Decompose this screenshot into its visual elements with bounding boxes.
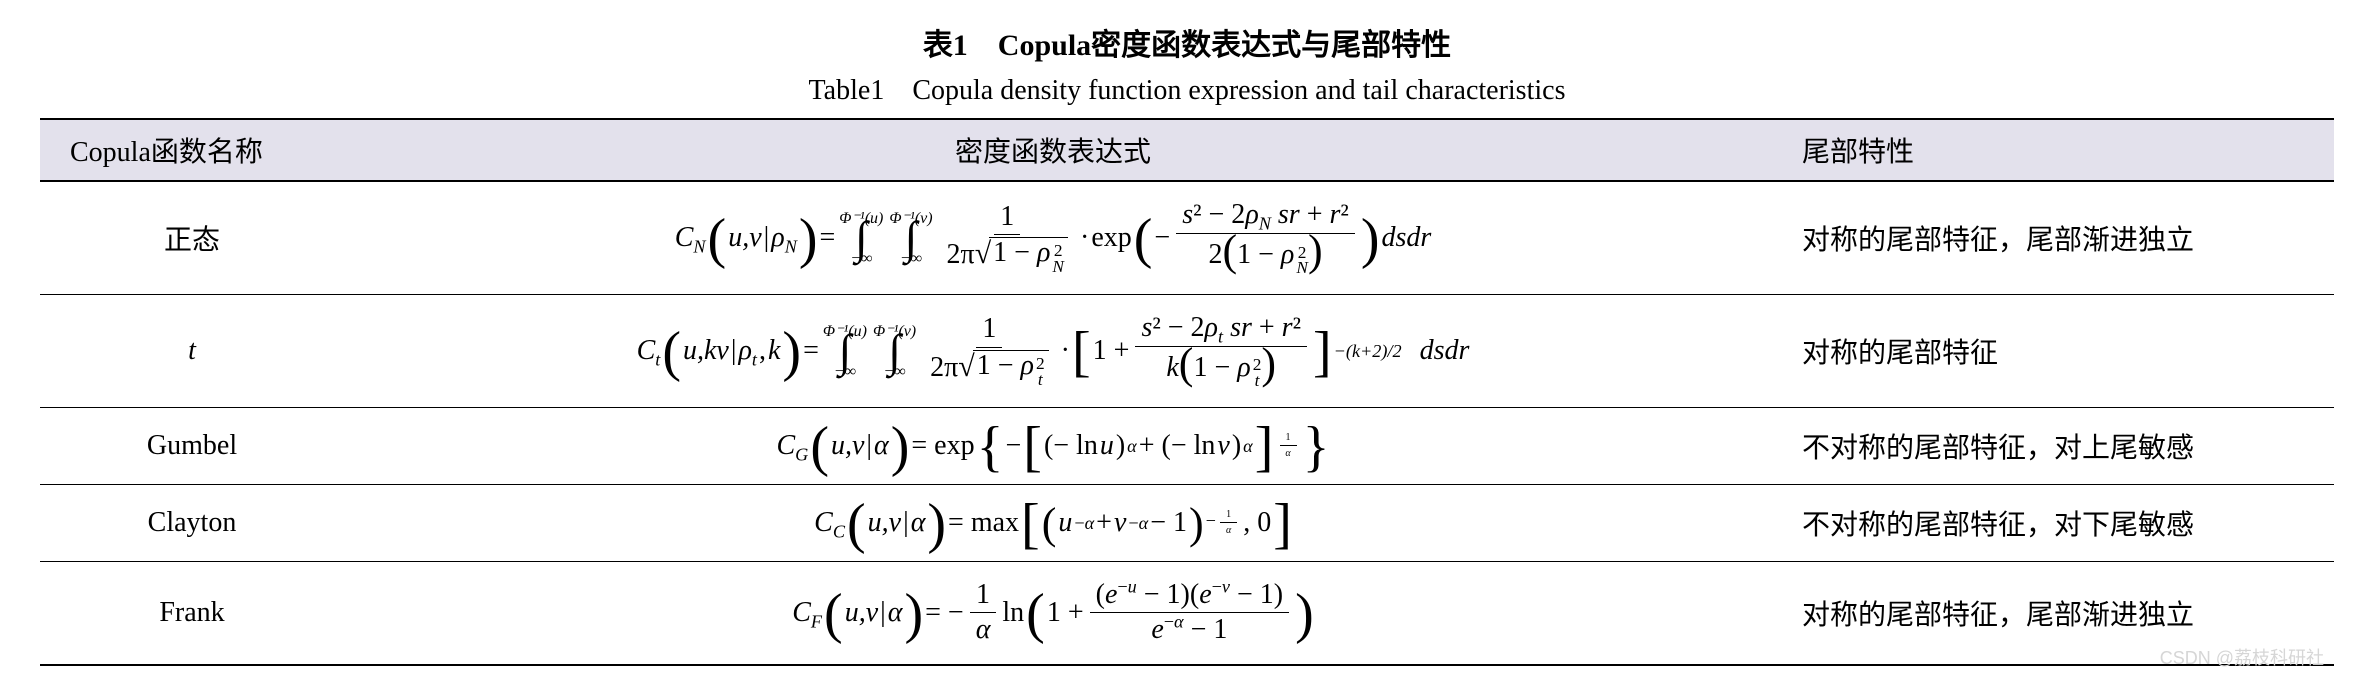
table-row: Clayton CC (u,v | α) = max [ (u−α + v−α …: [40, 484, 2334, 561]
header-row: Copula函数名称 密度函数表达式 尾部特性: [40, 119, 2334, 181]
table-row: Frank CF (u,v | α) = − 1α ln (1 + (e−u −…: [40, 561, 2334, 665]
table-row: t Ct (u,kv | ρt,k) = Φ⁻¹(u)∫−∞ Φ⁻¹(v)∫−∞…: [40, 294, 2334, 407]
row-tail: 不对称的尾部特征，对上尾敏感: [1762, 407, 2334, 484]
header-tail: 尾部特性: [1762, 119, 2334, 181]
row-expr-normal: CN (u,v | ρN) = Φ⁻¹(u)∫−∞ Φ⁻¹(v)∫−∞ 1 2π…: [344, 181, 1762, 294]
row-tail: 对称的尾部特征，尾部渐进独立: [1762, 181, 2334, 294]
row-expr-gumbel: CG (u,v | α) = exp {− [ (− ln u)α + (− l…: [344, 407, 1762, 484]
table-row: Gumbel CG (u,v | α) = exp {− [ (− ln u)α…: [40, 407, 2334, 484]
caption-zh: 表1 Copula密度函数表达式与尾部特性: [40, 20, 2334, 64]
row-name: t: [40, 294, 344, 407]
table-row: 正态 CN (u,v | ρN) = Φ⁻¹(u)∫−∞ Φ⁻¹(v)∫−∞ 1…: [40, 181, 2334, 294]
watermark: CSDN @荔枝科研社: [2160, 644, 2324, 670]
copula-table: Copula函数名称 密度函数表达式 尾部特性 正态 CN (u,v | ρN)…: [40, 118, 2334, 666]
row-name: Frank: [40, 561, 344, 665]
row-tail: 对称的尾部特征: [1762, 294, 2334, 407]
row-expr-clayton: CC (u,v | α) = max [ (u−α + v−α − 1)−1α …: [344, 484, 1762, 561]
row-name: 正态: [40, 181, 344, 294]
row-name: Clayton: [40, 484, 344, 561]
header-expr: 密度函数表达式: [344, 119, 1762, 181]
table-container: 表1 Copula密度函数表达式与尾部特性 Table1 Copula dens…: [40, 20, 2334, 666]
row-tail: 不对称的尾部特征，对下尾敏感: [1762, 484, 2334, 561]
row-expr-t: Ct (u,kv | ρt,k) = Φ⁻¹(u)∫−∞ Φ⁻¹(v)∫−∞ 1…: [344, 294, 1762, 407]
row-expr-frank: CF (u,v | α) = − 1α ln (1 + (e−u − 1)(e−…: [344, 561, 1762, 665]
header-name: Copula函数名称: [40, 119, 344, 181]
caption-en: Table1 Copula density function expressio…: [40, 68, 2334, 108]
row-name: Gumbel: [40, 407, 344, 484]
